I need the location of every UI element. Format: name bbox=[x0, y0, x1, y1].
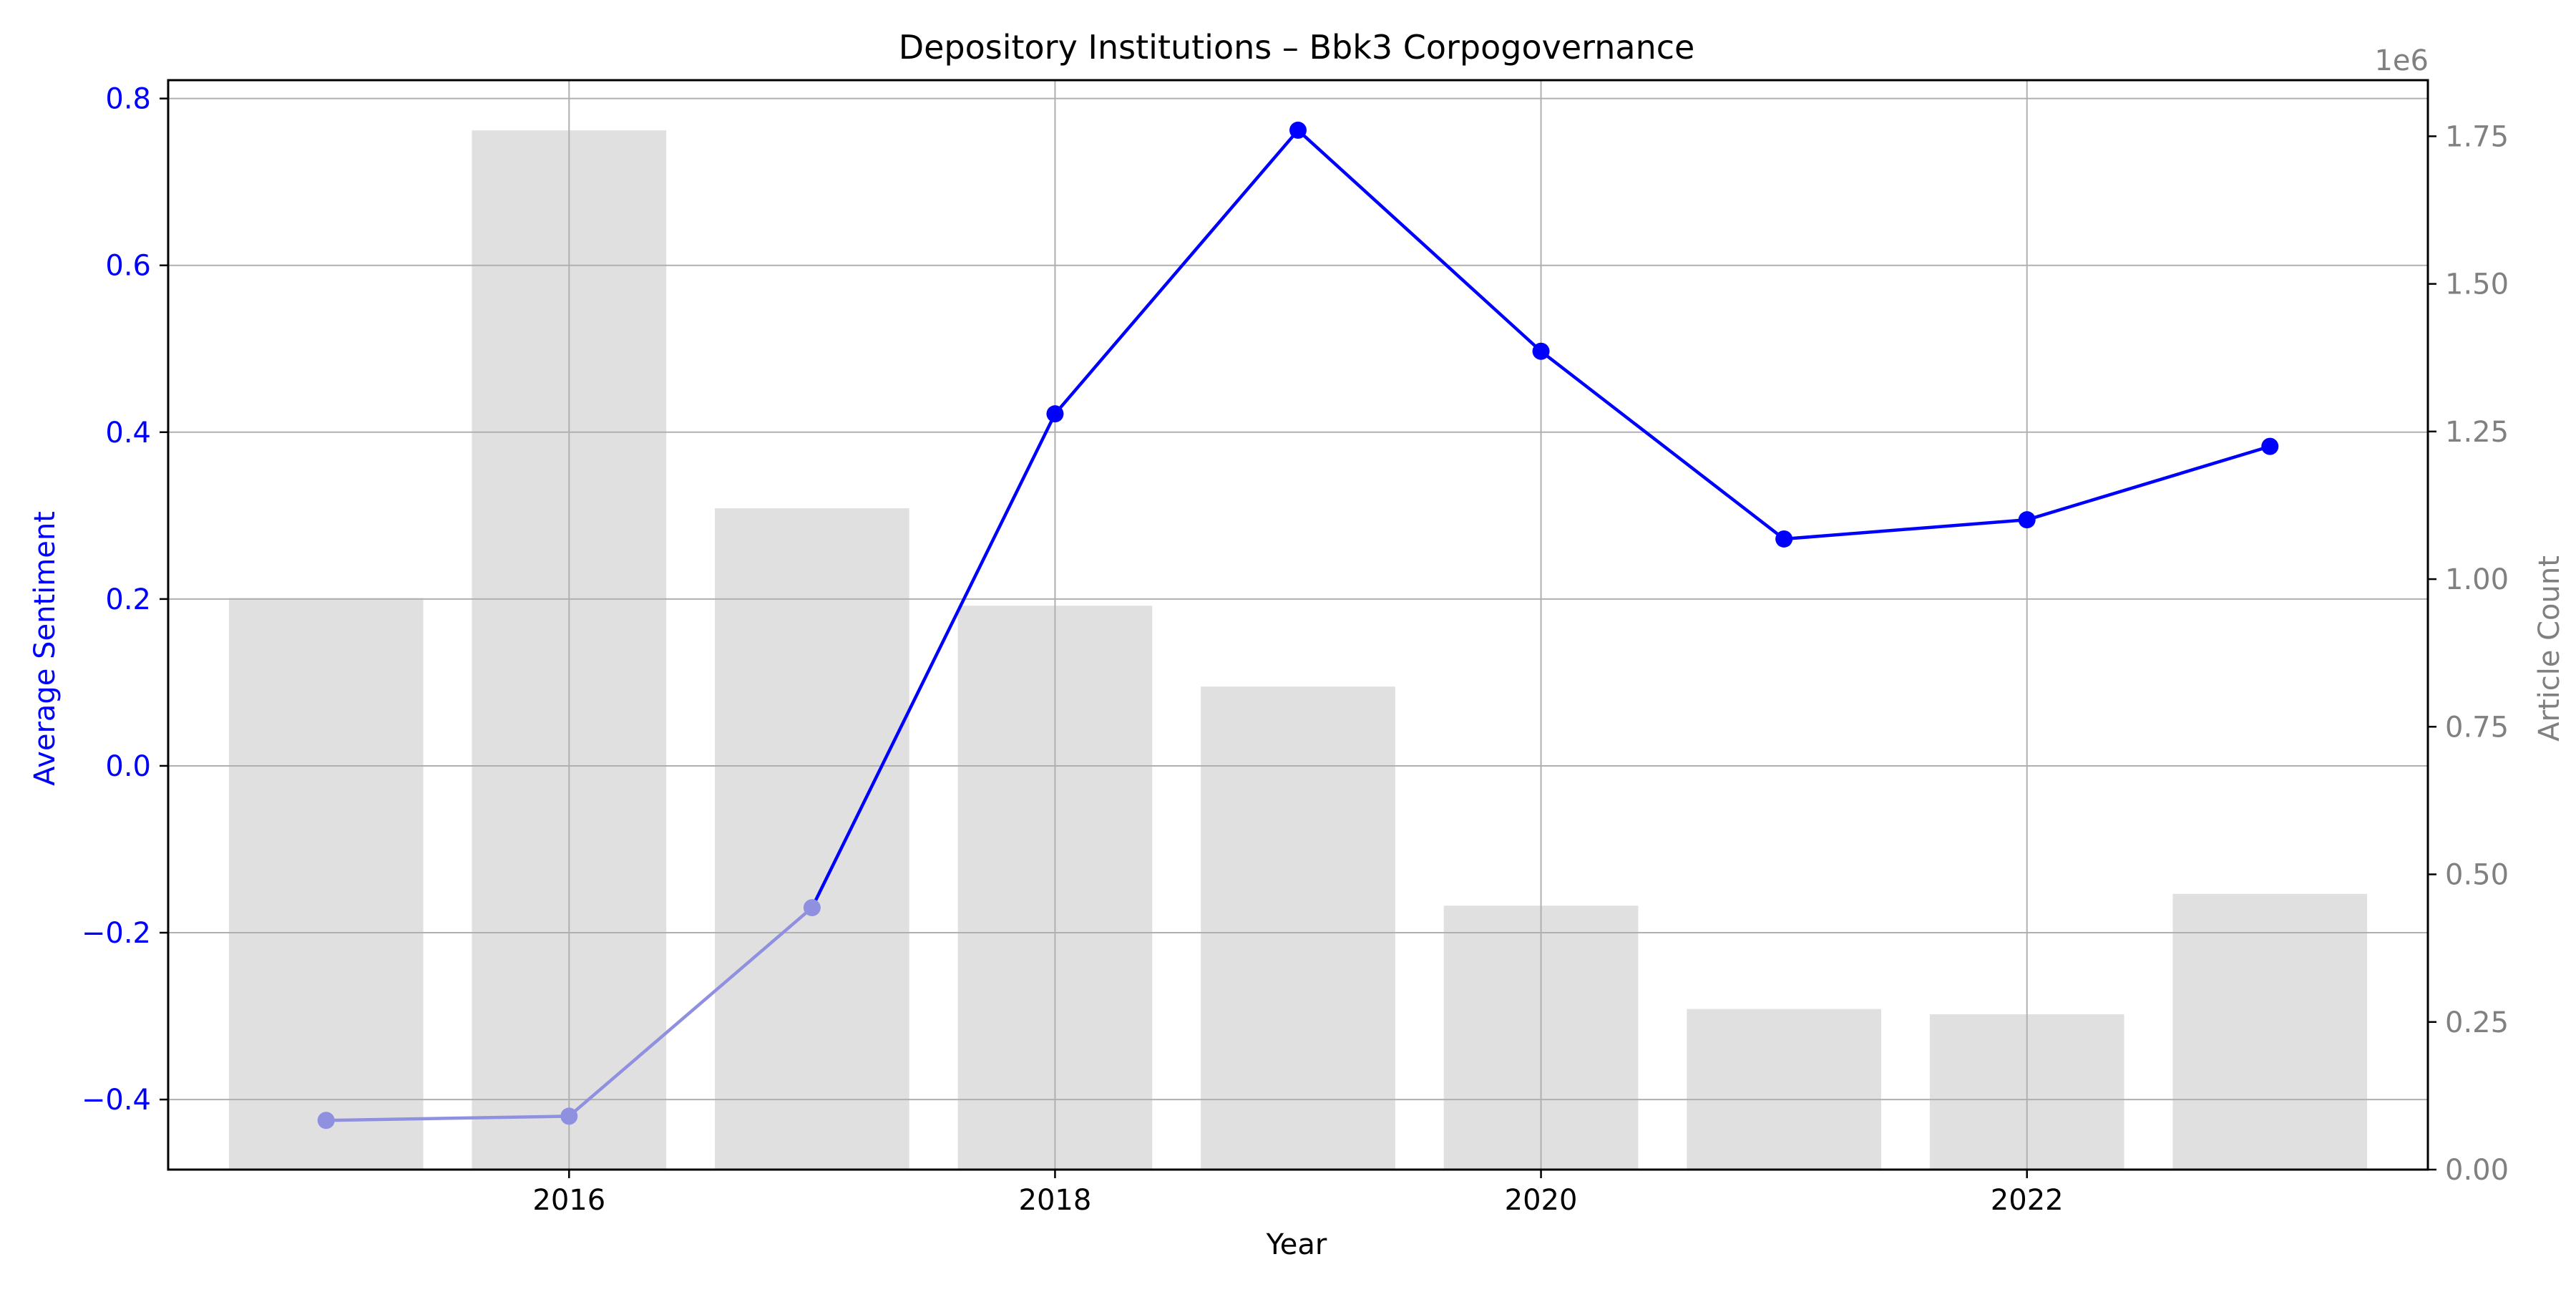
y-right-tick-label-4: 1.00 bbox=[2445, 563, 2509, 596]
sentiment-point-2019 bbox=[1289, 121, 1307, 139]
sentiment-segment-2015 bbox=[326, 1114, 570, 1122]
y-left-tick-label-6: 0.8 bbox=[105, 83, 151, 116]
sentiment-segment-2016 bbox=[567, 906, 814, 1118]
sentiment-point-2023 bbox=[2261, 437, 2279, 455]
axes-layer: 2016 2018 2020 2022 −0.4 −0.2 0.0 0.2 0.4 0.6 0.8 0… bbox=[82, 79, 2509, 1217]
y-right-tick-label-1: 0.25 bbox=[2445, 1006, 2509, 1039]
y-right-tick-label-3: 0.75 bbox=[2445, 711, 2509, 744]
sentiment-segment-2017 bbox=[810, 413, 1057, 909]
sentiment-point-2017 bbox=[803, 899, 821, 917]
y-axis-right-offset-label: 1e6 bbox=[2374, 44, 2429, 77]
y-left-tick-label-5: 0.6 bbox=[105, 250, 151, 283]
x-tick-label-2020: 2020 bbox=[1505, 1184, 1578, 1217]
y-left-tick-label-0: −0.4 bbox=[82, 1084, 151, 1117]
sentiment-point-2022 bbox=[2018, 511, 2036, 529]
sentiment-point-2020 bbox=[1532, 342, 1550, 360]
sentiment-segment-2019 bbox=[1297, 129, 1543, 353]
x-tick-label-2018: 2018 bbox=[1019, 1184, 1092, 1217]
x-tick-label-2016: 2016 bbox=[532, 1184, 605, 1217]
sentiment-segment-2021 bbox=[1783, 518, 2027, 541]
bar-2017 bbox=[715, 508, 909, 1170]
y-axis-left-label: Average Sentiment bbox=[29, 511, 62, 786]
bar-2015 bbox=[228, 598, 424, 1170]
sentiment-point-2016 bbox=[560, 1107, 578, 1125]
x-axis-label: Year bbox=[1266, 1228, 1327, 1261]
sentiment-point-2018 bbox=[1046, 405, 1064, 423]
y-right-tick-label-5: 1.25 bbox=[2445, 416, 2509, 449]
y-right-tick-label-0: 0.00 bbox=[2445, 1154, 2509, 1187]
y-left-tick-label-3: 0.2 bbox=[105, 583, 151, 616]
y-left-tick-label-2: 0.0 bbox=[105, 750, 151, 783]
grid-layer bbox=[168, 80, 2428, 1170]
x-tick-label-2022: 2022 bbox=[1991, 1184, 2064, 1217]
y-left-tick-label-4: 0.4 bbox=[105, 417, 151, 450]
plot-frame bbox=[167, 79, 2429, 1171]
sentiment-line-layer bbox=[317, 121, 2279, 1130]
y-left-tick-label-1: −0.2 bbox=[82, 917, 151, 950]
sentiment-segment-2018 bbox=[1053, 129, 1299, 415]
y-right-tick-label-7: 1.75 bbox=[2445, 120, 2509, 153]
sentiment-point-2015 bbox=[317, 1112, 335, 1130]
bar-2019 bbox=[1201, 686, 1395, 1170]
sentiment-segment-2022 bbox=[2026, 445, 2270, 522]
bar-2021 bbox=[1687, 1009, 1881, 1170]
sentiment-point-2021 bbox=[1775, 530, 1793, 548]
bar-2023 bbox=[2172, 893, 2368, 1170]
y-axis-right-label: Article Count bbox=[2533, 555, 2566, 742]
sentiment-segment-2020 bbox=[1540, 349, 1785, 540]
y-right-tick-label-6: 1.50 bbox=[2445, 268, 2509, 301]
chart-title: Depository Institutions – Bbk3 Corpogove… bbox=[899, 28, 1695, 67]
y-right-tick-label-2: 0.50 bbox=[2445, 859, 2509, 892]
